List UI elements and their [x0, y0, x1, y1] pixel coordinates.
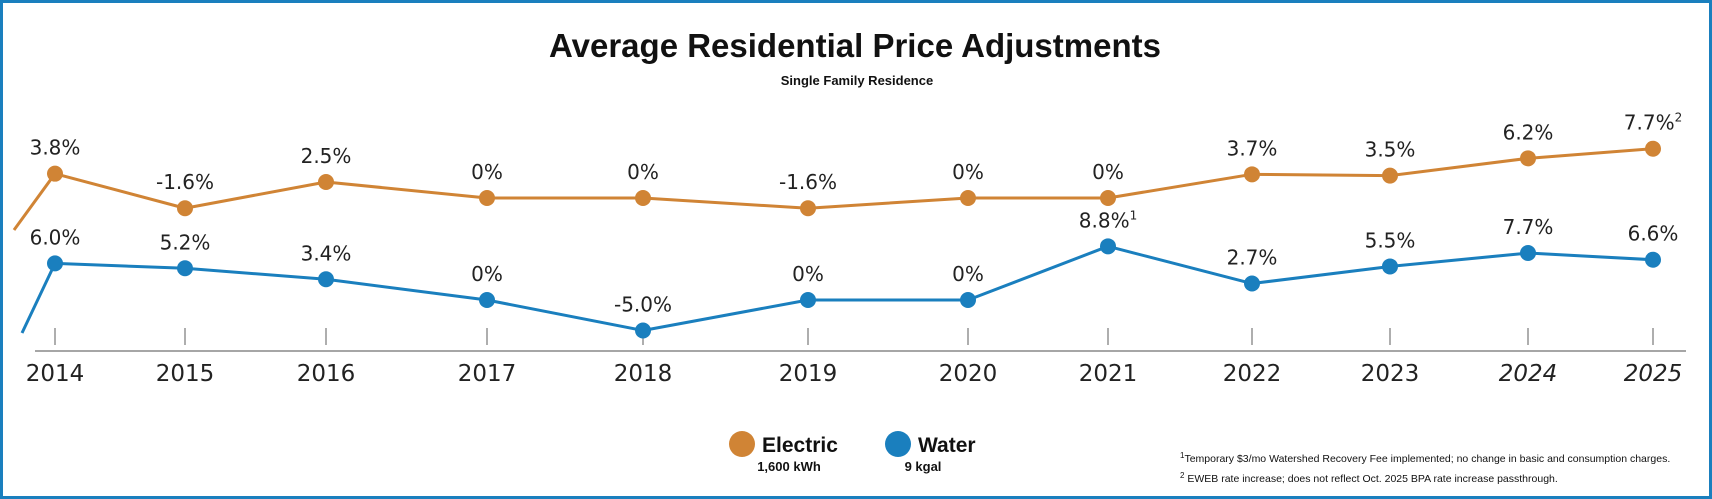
chart-title: Average Residential Price Adjustments: [549, 27, 1161, 64]
electric-data-label: 3.5%: [1365, 138, 1416, 162]
water-point: [1244, 275, 1260, 292]
legend-label: Electric: [762, 434, 838, 457]
water-data-label: 0%: [952, 262, 984, 286]
x-tick-label: 2016: [297, 361, 356, 387]
series-water: 6.0% 5.2% 3.4% 0% -5.0% 0% 0% 8.8%1 2.7% 5.5% 7.7%…: [20, 208, 1679, 339]
water-data-label: 6.0%: [30, 225, 81, 249]
electric-data-label: 3.8%: [30, 136, 81, 160]
chart-subtitle: Single Family Residence: [781, 73, 933, 88]
series-layer: 3.8% -1.6% 2.5% 0% 0% -1.6% 0% 0% 3.7% 3.5% 6.2% 7.…: [12, 111, 1682, 339]
water-data-label: 3.4%: [301, 241, 352, 265]
water-data-label: 5.5%: [1365, 228, 1416, 252]
water-point: [800, 292, 816, 308]
water-point: [318, 271, 334, 288]
footnote-marker: 1: [1180, 451, 1185, 460]
legend-unit: 1,600 kWh: [757, 459, 821, 474]
electric-data-label: -1.6%: [156, 170, 214, 194]
water-point: [479, 292, 495, 308]
water-data-label: 7.7%: [1503, 215, 1554, 239]
footnote-1: 1Temporary $3/mo Watershed Recovery Fee …: [1180, 451, 1670, 465]
water-point: [1645, 251, 1661, 268]
water-data-label: 0%: [792, 262, 824, 286]
electric-data-label: 6.2%: [1503, 120, 1554, 144]
electric-point: [1382, 167, 1398, 184]
water-data-label: 8.8%1: [1079, 208, 1137, 232]
electric-point: [318, 174, 334, 190]
water-data-label: 6.6%: [1628, 222, 1679, 246]
x-tick-label: 2023: [1361, 361, 1420, 387]
x-tick-label: 2015: [156, 361, 215, 387]
electric-data-label: 0%: [952, 160, 984, 184]
electric-data-label: 7.7%2: [1624, 111, 1682, 135]
legend-swatch: [885, 431, 911, 457]
water-data-label: 2.7%: [1227, 246, 1278, 270]
footnote-marker: 1: [1130, 208, 1138, 222]
electric-point: [47, 165, 63, 182]
x-tick-label: 2017: [458, 361, 517, 387]
legend-swatch: [729, 431, 755, 457]
electric-data-label: -1.6%: [779, 170, 837, 194]
water-point: [1100, 238, 1116, 255]
water-point: [635, 322, 651, 339]
legend-item-water: Water 9 kgal: [885, 431, 976, 474]
footnote-2: 2 EWEB rate increase; does not reflect O…: [1180, 471, 1558, 485]
electric-point: [1645, 140, 1661, 157]
electric-data-label: 3.7%: [1227, 136, 1278, 160]
x-tick-label: 2024: [1499, 361, 1558, 387]
electric-point: [1520, 150, 1536, 167]
electric-point: [479, 190, 495, 206]
x-tick-label: 2025: [1624, 361, 1683, 387]
footnote-text: EWEB rate increase; does not reflect Oct…: [1184, 473, 1557, 485]
footnote-marker: 2: [1180, 471, 1185, 480]
water-point: [47, 255, 63, 272]
legend-unit: 9 kgal: [905, 459, 942, 474]
x-tick-label: 2021: [1079, 361, 1138, 387]
water-data-label: 5.2%: [160, 230, 211, 254]
electric-data-label: 0%: [471, 160, 503, 184]
electric-point: [800, 200, 816, 217]
x-tick-label: 2019: [779, 361, 838, 387]
x-tick-label: 2022: [1223, 361, 1282, 387]
x-tick-label: 2018: [614, 361, 673, 387]
x-tick-label: 2014: [26, 361, 85, 387]
series-electric: 3.8% -1.6% 2.5% 0% 0% -1.6% 0% 0% 3.7% 3.5% 6.2% 7.…: [12, 111, 1682, 231]
water-point: [960, 292, 976, 308]
water-data-label: 0%: [471, 262, 503, 286]
water-point: [1382, 258, 1398, 275]
footnotes: 1Temporary $3/mo Watershed Recovery Fee …: [1180, 451, 1670, 485]
electric-point: [635, 190, 651, 206]
electric-data-label: 0%: [627, 160, 659, 184]
electric-point: [960, 190, 976, 206]
x-tick-label: 2020: [939, 361, 998, 387]
electric-data-label: 0%: [1092, 160, 1124, 184]
legend-item-electric: Electric 1,600 kWh: [729, 431, 838, 474]
legend: Electric 1,600 kWh Water 9 kgal: [729, 431, 976, 474]
footnote-text: Temporary $3/mo Watershed Recovery Fee i…: [1184, 453, 1670, 465]
electric-point: [1100, 190, 1116, 206]
footnote-marker: 2: [1675, 111, 1683, 125]
electric-point: [177, 200, 193, 217]
water-line: [20, 244, 1654, 334]
water-point: [1520, 245, 1536, 262]
electric-point: [1244, 166, 1260, 183]
water-point: [177, 260, 193, 277]
water-data-label: -5.0%: [614, 293, 672, 317]
legend-label: Water: [918, 434, 976, 457]
electric-data-label: 2.5%: [301, 144, 352, 168]
x-axis: 2014 2015 2016 2017 2018 2019 2020 2021 2022 2023…: [26, 328, 1686, 387]
